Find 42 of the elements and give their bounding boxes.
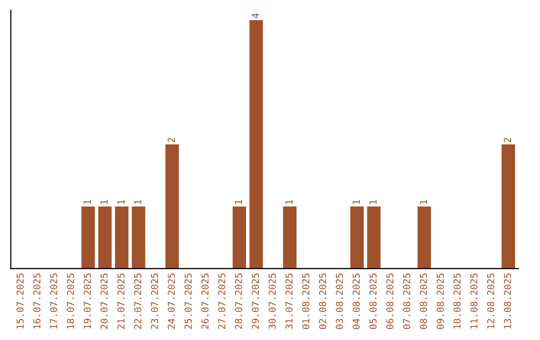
x-tick-label: 05.08.2025 xyxy=(369,274,377,330)
x-tick-label: 11.08.2025 xyxy=(470,274,478,328)
x-tick-label: 13.08.2025 xyxy=(504,274,512,328)
x-tick-label: 24.07.2025 xyxy=(168,274,175,329)
x-tick-label: 18.07.2025 xyxy=(66,274,74,328)
x-tick-label: 23.07.2025 xyxy=(150,274,158,329)
data-label: 1 xyxy=(420,200,427,204)
x-tick-label: 09.08.2025 xyxy=(436,274,444,330)
x-tick-label: 01.08.2025 xyxy=(302,274,310,330)
x-tick-label: 08.08.2025 xyxy=(420,274,428,330)
x-tick-label: 04.08.2025 xyxy=(352,274,360,330)
x-tick-label: 03.08.2025 xyxy=(336,274,343,330)
data-label: 1 xyxy=(84,200,91,204)
x-tick-label: 28.07.2025 xyxy=(235,274,242,329)
x-tick-label: 20.07.2025 xyxy=(100,274,108,329)
data-label: 1 xyxy=(352,200,360,204)
x-tick-label: 30.07.2025 xyxy=(268,274,276,329)
x-tick-label: 12.08.2025 xyxy=(487,274,494,328)
x-tick-label: 29.07.2025 xyxy=(252,274,259,329)
data-label: 1 xyxy=(235,200,242,204)
data-label: 1 xyxy=(117,200,124,204)
data-label: 2 xyxy=(168,138,175,142)
x-tick-label: 16.07.2025 xyxy=(33,274,40,328)
data-label: 1 xyxy=(134,200,142,204)
data-label: 2 xyxy=(504,138,512,142)
x-tick-label: 31.07.2025 xyxy=(285,274,293,329)
x-tick-label: 19.07.2025 xyxy=(84,274,91,328)
x-tick-label: 10.08.2025 xyxy=(454,274,461,328)
data-label: 4 xyxy=(252,13,259,18)
x-tick-label: 17.07.2025 xyxy=(50,274,58,328)
x-tick-label: 07.08.2025 xyxy=(403,274,410,330)
x-tick-label: 02.08.2025 xyxy=(319,274,326,330)
x-tick-label: 25.07.2025 xyxy=(184,274,192,329)
x-tick-label: 21.07.2025 xyxy=(117,274,124,329)
x-tick-label: 26.07.2025 xyxy=(201,274,209,329)
data-label: 1 xyxy=(369,200,377,204)
data-label: 1 xyxy=(285,200,293,204)
x-tick-label: 27.07.2025 xyxy=(218,274,226,329)
x-tick-label: 22.07.2025 xyxy=(134,274,142,329)
x-tick-label: 15.07.2025 xyxy=(16,274,24,328)
x-tick-label: 06.08.2025 xyxy=(386,274,394,330)
data-label: 1 xyxy=(100,200,108,204)
